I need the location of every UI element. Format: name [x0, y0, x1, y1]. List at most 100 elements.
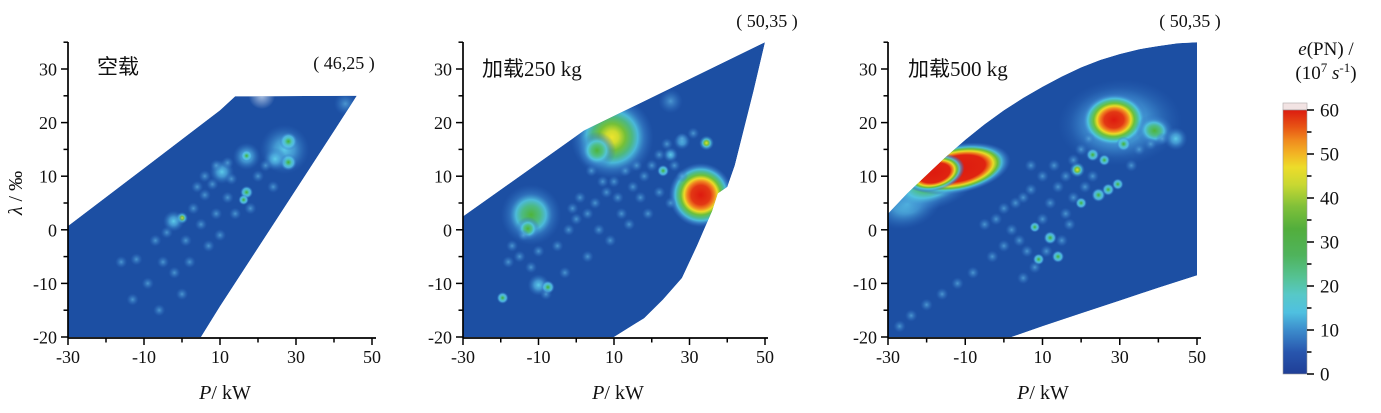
- heat-speckle: [581, 250, 594, 263]
- axes: [67, 42, 376, 339]
- tick-marks: [61, 41, 373, 345]
- heat-speckle: [986, 250, 999, 263]
- y-tick-label: 20: [39, 113, 57, 133]
- y-tick-label: 20: [434, 113, 452, 133]
- heat-speckle: [893, 320, 906, 333]
- heat-speckle: [1078, 180, 1092, 194]
- heat-speckle: [251, 170, 265, 183]
- heat-speckle: [611, 191, 624, 204]
- heat-speckle: [1017, 191, 1030, 204]
- heat-speckle: [183, 255, 196, 269]
- heat-speckle: [676, 170, 688, 183]
- heat-speckle: [1044, 196, 1057, 210]
- heat-speckle: [1020, 245, 1034, 258]
- heat-blob: [1091, 188, 1106, 202]
- heat-speckle: [645, 159, 658, 172]
- heat-speckle: [951, 277, 964, 290]
- heat-speckle: [210, 207, 223, 220]
- heat-speckle: [156, 255, 170, 269]
- heat-speckle: [1047, 159, 1061, 172]
- y-tick-label: 0: [443, 220, 452, 240]
- heatmap-domain: [463, 42, 765, 337]
- heat-speckle: [1059, 207, 1072, 220]
- y-tick-label: 0: [868, 220, 877, 240]
- heat-speckle: [653, 148, 666, 161]
- heat-speckle: [540, 288, 552, 301]
- heat-speckle: [225, 172, 238, 185]
- heat-speckle: [126, 293, 139, 306]
- colorbar-tick-label: 10: [1320, 321, 1339, 342]
- tick-labels: -30 -10 10 30 50 -20 -10 0 10 20 30: [33, 60, 381, 368]
- heat-speckle: [626, 180, 639, 193]
- tick-marks: [456, 41, 766, 345]
- heat-speckle: [1063, 218, 1076, 231]
- heat-speckle: [130, 253, 143, 266]
- heat-speckle: [221, 156, 234, 169]
- heat-speckle: [1040, 245, 1053, 258]
- heat-blob: [1098, 154, 1111, 166]
- colorbar-over-cap: [1282, 102, 1308, 111]
- heat-speckle: [194, 218, 208, 231]
- heat-speckle: [581, 207, 594, 220]
- heat-speckle: [596, 175, 609, 188]
- x-tick-label: 50: [363, 347, 381, 367]
- y-tick-label: 10: [434, 167, 452, 187]
- heat-speckle: [558, 266, 571, 279]
- heat-speckle: [978, 218, 991, 231]
- y-tick-label: 30: [859, 60, 877, 80]
- heat-speckle: [676, 132, 688, 145]
- x-tick-label: 30: [1111, 347, 1129, 367]
- panel-title: 空载: [97, 55, 139, 79]
- x-axis-title: P/ kW: [198, 382, 251, 404]
- panel-title: 加载250 kg: [482, 57, 582, 81]
- heat-speckle: [664, 197, 677, 209]
- colorbar-tick-label: 50: [1320, 145, 1339, 166]
- x-axis-title: P/ kW: [591, 382, 644, 404]
- heat-speckle: [600, 186, 613, 199]
- heat-speckle: [213, 229, 227, 242]
- heat-speckle: [966, 266, 980, 279]
- heat-blob: [1029, 221, 1041, 233]
- heat-speckle: [1024, 183, 1038, 196]
- heat-blob: [238, 194, 249, 206]
- y-tick-label: 30: [434, 60, 452, 80]
- heat-speckle: [551, 239, 564, 252]
- heat-speckle: [153, 304, 166, 317]
- heat-speckle: [989, 212, 1003, 226]
- heat-speckle: [630, 159, 643, 172]
- heat-speckle: [1082, 132, 1096, 145]
- y-tick-label: -20: [428, 328, 452, 348]
- heat-speckle: [905, 309, 918, 322]
- heat-speckle: [638, 170, 651, 183]
- colorbar-tick-label: 40: [1320, 189, 1339, 210]
- heat-speckle: [160, 226, 173, 239]
- heat-speckle: [920, 298, 933, 311]
- heat-speckle: [244, 202, 257, 215]
- heat-blob: [1051, 250, 1065, 263]
- x-tick-label: -30: [56, 347, 80, 367]
- tick-labels: -30 -10 10 30 50 -20 -10 0 10 20 30: [853, 60, 1206, 368]
- tick-labels: -30 -10 10 30 50 -20 -10 0 10 20 30: [428, 60, 774, 368]
- colorbar-title-line2: (107 s-1): [1295, 60, 1356, 84]
- heat-speckle: [175, 288, 189, 301]
- heat-speckle: [198, 188, 211, 202]
- heat-speckle: [198, 170, 211, 183]
- axes: [887, 42, 1201, 339]
- heat-speckle: [574, 191, 586, 204]
- heat-speckle: [1013, 234, 1026, 247]
- heat-speckle: [997, 202, 1011, 215]
- x-tick-label: 50: [756, 347, 774, 367]
- heat-blob: [658, 89, 683, 114]
- heat-speckle: [115, 255, 128, 269]
- corner-annotation: ( 50,35 ): [736, 11, 798, 32]
- heat-speckle: [570, 213, 583, 226]
- panel-title: 加载500 kg: [908, 57, 1008, 81]
- colorbar-tick-label: 30: [1320, 233, 1339, 254]
- heat-speckle: [191, 180, 204, 193]
- heat-speckle: [566, 202, 579, 215]
- heat-speckle: [267, 180, 280, 193]
